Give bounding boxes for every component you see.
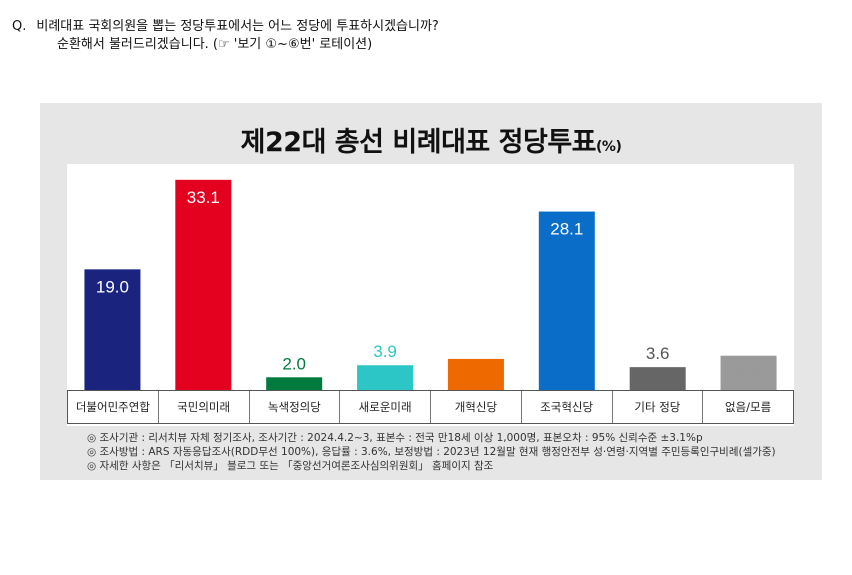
category-label-6: 조국혁신당 xyxy=(522,391,613,423)
category-label-8: 없음/모름 xyxy=(725,400,772,414)
bar-chart: 19.0 33.1 2.0 3.9 4.9 28.1 3.6 5.4 xyxy=(84,179,777,390)
category-label-1: 더불어민주연합 xyxy=(68,391,159,423)
category-label-2: 국민의미래 xyxy=(159,391,250,423)
category-label-5: 개혁신당 xyxy=(431,391,522,423)
chart-title: 제22대 총선 비례대표 정당투표(%) xyxy=(40,120,822,159)
bar-value-label-1: 19.0 xyxy=(96,277,129,296)
bar-value-label-6: 28.1 xyxy=(550,220,583,239)
category-label-3: 녹색정의당 xyxy=(250,391,341,423)
bar-3 xyxy=(266,377,323,390)
bar-value-label-8: 5.4 xyxy=(737,364,761,383)
question-line-2: 순환해서 불러드리겠습니다. (☞ '보기 ①~⑥번' 로테이션) xyxy=(57,37,373,52)
category-label-7: 기타 정당 xyxy=(613,391,704,423)
bar-value-label-2: 33.1 xyxy=(187,188,220,207)
bar-1 xyxy=(84,269,141,390)
category-label-4: 새로운미래 xyxy=(340,391,431,423)
question-label: Q. xyxy=(12,19,27,34)
question-text: 비례대표 국회의원을 뽑는 정당투표에서는 어느 정당에 투표하시겠습니까? xyxy=(36,19,439,34)
bar-value-label-4: 3.9 xyxy=(373,342,397,361)
bar-4 xyxy=(357,365,414,390)
category-axis: 더불어민주연합 국민의미래 녹색정의당 새로운미래 개혁신당 조국혁신당 기타 정당 없음/모… xyxy=(67,390,794,424)
bar-value-label-3: 2.0 xyxy=(282,354,306,373)
bar-5 xyxy=(447,358,504,390)
bar-8 xyxy=(720,355,777,390)
note-agency: ◎ 조사기관 : 리서치뷰 자체 정기조사, 조사기간 : 2024.4.2~3… xyxy=(87,432,703,444)
question-line-1: Q. 비례대표 국회의원을 뽑는 정당투표에서는 어느 정당에 투표하시겠습니까? xyxy=(12,15,439,34)
bar-7 xyxy=(629,367,686,390)
bar-value-label-7: 3.6 xyxy=(646,344,670,363)
chart-panel: 제22대 총선 비례대표 정당투표(%) 19.0 33.1 2.0 3.9 4.9 28… xyxy=(40,103,822,480)
bar-value-label-5: 4.9 xyxy=(464,367,488,386)
bar-6 xyxy=(538,211,595,390)
plot-area: 19.0 33.1 2.0 3.9 4.9 28.1 3.6 5.4 xyxy=(67,164,794,426)
survey-notes: ◎ 조사기관 : 리서치뷰 자체 정기조사, 조사기간 : 2024.4.2~3… xyxy=(87,431,776,473)
note-method: ◎ 조사방법 : ARS 자동응답조사(RDD무선 100%), 응답률 : 3… xyxy=(87,446,776,458)
chart-unit: (%) xyxy=(596,139,622,155)
note-reference: ◎ 자세한 사항은 「리서치뷰」 블로그 또는 「중앙선거여론조사심의위원회」 … xyxy=(87,460,494,472)
chart-title-text: 제22대 총선 비례대표 정당투표 xyxy=(240,127,597,158)
bar-2 xyxy=(175,179,232,390)
